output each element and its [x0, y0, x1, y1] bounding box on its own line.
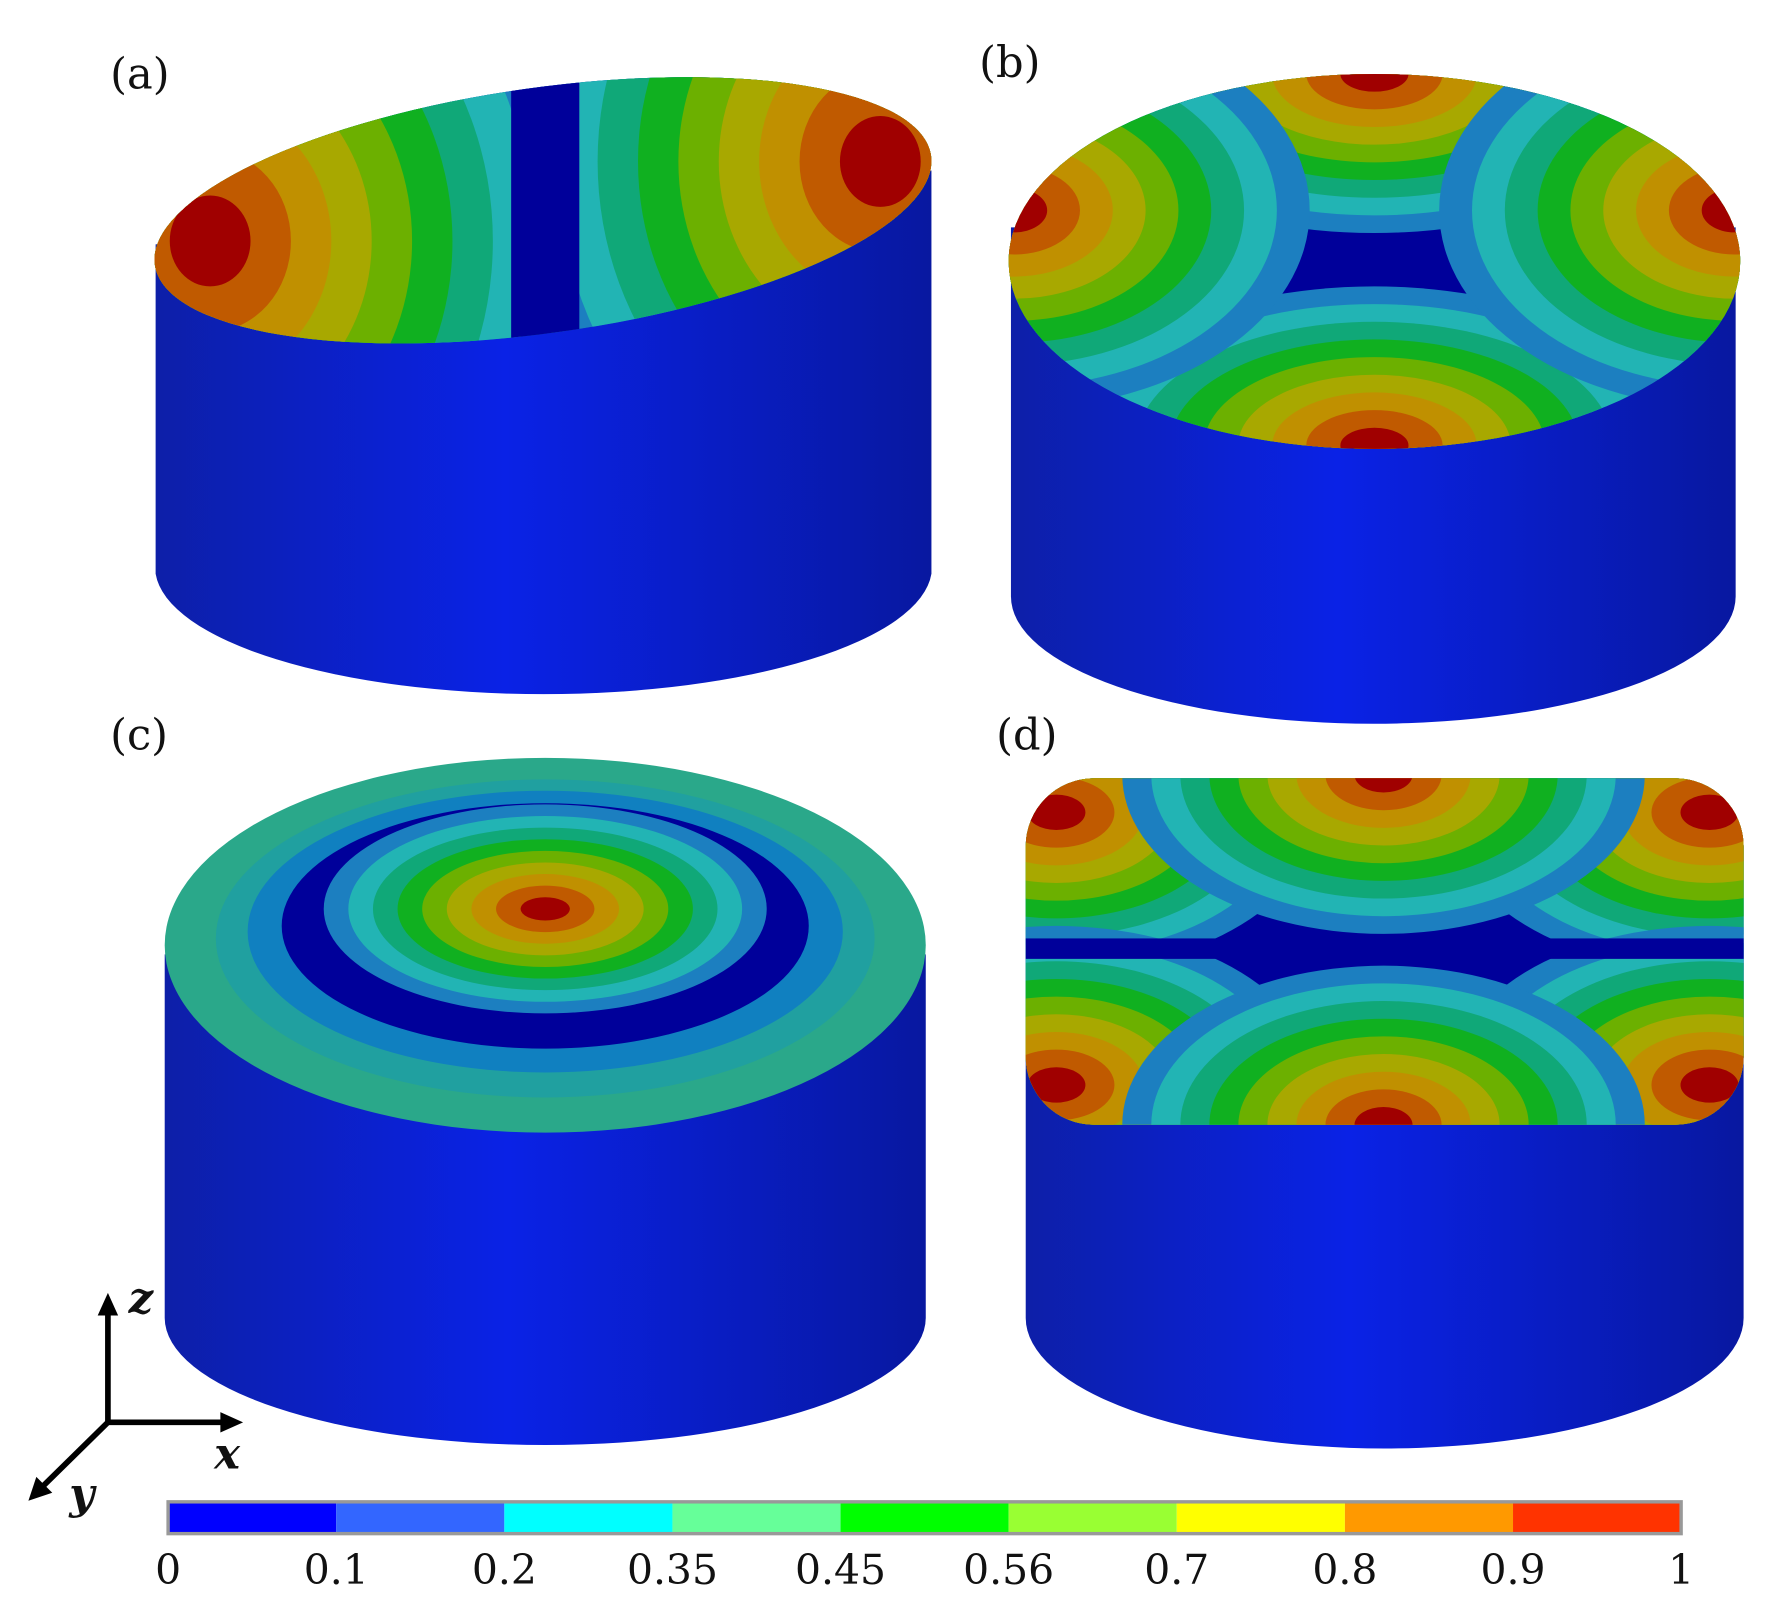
colorbar-label: 0.8 [1312, 1546, 1377, 1594]
contour-band [1680, 1067, 1739, 1103]
colorbar-swatch [168, 1501, 337, 1534]
contour-band [1008, 144, 1113, 277]
contour-band [1354, 1107, 1413, 1125]
colorbar-label: 0.56 [963, 1546, 1054, 1594]
colorbar-swatch [1008, 1501, 1177, 1534]
colorbar-swatch [1344, 1501, 1514, 1534]
contour-band [1340, 427, 1409, 449]
arrow-head [220, 1412, 244, 1433]
top-surface [164, 757, 926, 1133]
axis-label: z [128, 1273, 155, 1324]
axis-triad [28, 1292, 244, 1501]
y-arrow [38, 1420, 110, 1491]
colorbar-label: 0.7 [1144, 1546, 1209, 1594]
colorbar-label: 0.2 [472, 1546, 537, 1594]
contour-band [1008, 166, 1080, 255]
panel-label: (a) [110, 49, 169, 99]
contour-band [1680, 794, 1739, 831]
colorbar: 0 0.1 0.2 0.35 0.45 0.56 0.7 0.8 0.9 1 [155, 1500, 1694, 1594]
arrow-head [28, 1476, 53, 1501]
contour-band [1306, 74, 1443, 110]
contour-band [1272, 74, 1477, 128]
colorbar-frame [166, 1500, 1683, 1536]
contour-band [1325, 1089, 1442, 1125]
axis-label: x [213, 1429, 241, 1480]
colorbar-swatch [1513, 1501, 1682, 1534]
contour-band [1354, 778, 1413, 793]
colorbar-label: 1 [1668, 1546, 1694, 1594]
top-surface [1025, 778, 1744, 1125]
panel-label: (d) [996, 711, 1057, 761]
colorbar-swatch [672, 1501, 841, 1534]
arrow-head [97, 1292, 119, 1316]
axis-label: y [68, 1468, 97, 1519]
panel-label: (b) [979, 38, 1040, 88]
contour-band [1296, 778, 1471, 828]
contour-band [520, 897, 570, 921]
colorbar-label: 0.1 [304, 1546, 369, 1594]
contour-band [1027, 794, 1086, 831]
colorbar-label: 0.9 [1481, 1546, 1546, 1594]
panel-label: (c) [110, 711, 168, 761]
contour-band [169, 195, 251, 287]
colorbar-swatch [1176, 1501, 1345, 1534]
colorbar-swatch [336, 1501, 505, 1534]
contour-band [1025, 938, 1744, 959]
contour-band [1008, 188, 1048, 233]
top-surface [1008, 74, 1741, 449]
contour-band [1701, 188, 1741, 233]
contour-band [1340, 74, 1409, 92]
colorbar-label: 0.35 [627, 1546, 718, 1594]
contour-band [839, 116, 921, 207]
colorbar-swatch [840, 1501, 1009, 1534]
colorbar-label: 0.45 [795, 1546, 886, 1594]
contour-band [1027, 1067, 1086, 1103]
contour-band [1325, 778, 1442, 811]
colorbar-label: 0 [155, 1546, 181, 1594]
colorbar-swatch [504, 1501, 673, 1534]
contour-band [511, 45, 580, 387]
